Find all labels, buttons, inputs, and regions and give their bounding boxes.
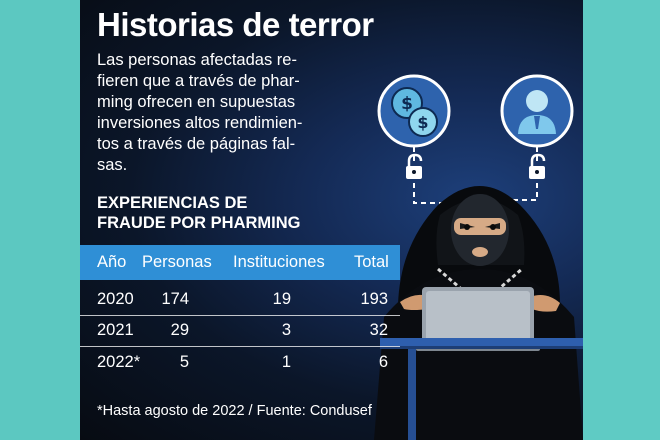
svg-text:$: $ [401,94,413,114]
unlocked-padlock-icon [529,153,546,179]
footnote: *Hasta agosto de 2022 / Fuente: Condusef [97,403,372,419]
cell-total: 193 [360,290,388,308]
intro-paragraph: Las personas afectadas re- fieren que a … [97,51,303,174]
hooded-hacker-illustration: $ $ [374,74,583,440]
right-margin-strip [583,0,660,440]
svg-text:$: $ [417,113,428,132]
cell-personas: 5 [179,353,189,371]
header-ano: Año [97,253,127,271]
cell-year: 2022* [97,353,141,371]
cell-personas: 174 [161,290,189,308]
header-total: Total [354,253,389,271]
cell-personas: 29 [170,321,189,339]
row-divider [80,346,400,347]
page-title: Historias de terror [97,6,374,43]
header-personas: Personas [142,253,212,271]
unlocked-padlock-icon [406,153,423,179]
row-divider [80,315,400,316]
infographic-panel: $ $ [80,0,583,440]
cell-instituciones: 1 [281,353,291,371]
left-margin-strip [0,0,80,440]
table-header-band [80,245,400,280]
cell-instituciones: 19 [272,290,291,308]
cell-total: 6 [378,353,388,371]
user-profile-icon [500,74,574,148]
cell-instituciones: 3 [281,321,291,339]
header-instituciones: Instituciones [233,253,325,271]
cell-year: 2021 [97,321,134,339]
hacker-illustration: $ $ [320,55,583,440]
cell-total: 32 [369,321,388,339]
cell-year: 2020 [97,290,134,308]
section-title: EXPERIENCIAS DE FRAUDE POR PHARMING [97,194,301,232]
dollar-coins-icon: $ $ [377,74,451,148]
